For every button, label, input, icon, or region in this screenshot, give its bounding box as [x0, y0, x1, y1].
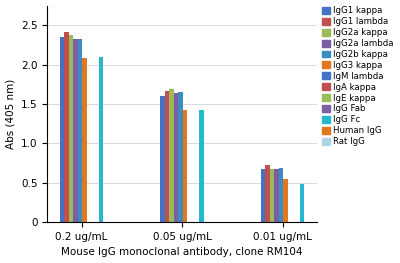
- Bar: [160, 96, 165, 222]
- Bar: [200, 109, 204, 222]
- Bar: [274, 169, 279, 222]
- Bar: [174, 93, 178, 222]
- Bar: [183, 109, 187, 222]
- Bar: [265, 165, 270, 222]
- Bar: [270, 169, 274, 222]
- Bar: [165, 91, 169, 222]
- Bar: [78, 39, 82, 222]
- X-axis label: Mouse IgG monoclonal antibody, clone RM104: Mouse IgG monoclonal antibody, clone RM1…: [61, 247, 303, 257]
- Bar: [60, 37, 64, 222]
- Bar: [283, 179, 288, 222]
- Legend: IgG1 kappa, IgG1 lambda, IgG2a kappa, IgG2a lambda, IgG2b kappa, IgG3 kappa, IgM: IgG1 kappa, IgG1 lambda, IgG2a kappa, Ig…: [321, 6, 394, 147]
- Bar: [261, 169, 265, 222]
- Bar: [178, 92, 183, 222]
- Bar: [300, 184, 304, 222]
- Bar: [82, 58, 87, 222]
- Bar: [64, 32, 69, 222]
- Bar: [99, 57, 104, 222]
- Bar: [69, 36, 73, 222]
- Y-axis label: Abs (405 nm): Abs (405 nm): [6, 79, 16, 149]
- Bar: [169, 89, 174, 222]
- Bar: [73, 39, 78, 222]
- Bar: [279, 168, 283, 222]
